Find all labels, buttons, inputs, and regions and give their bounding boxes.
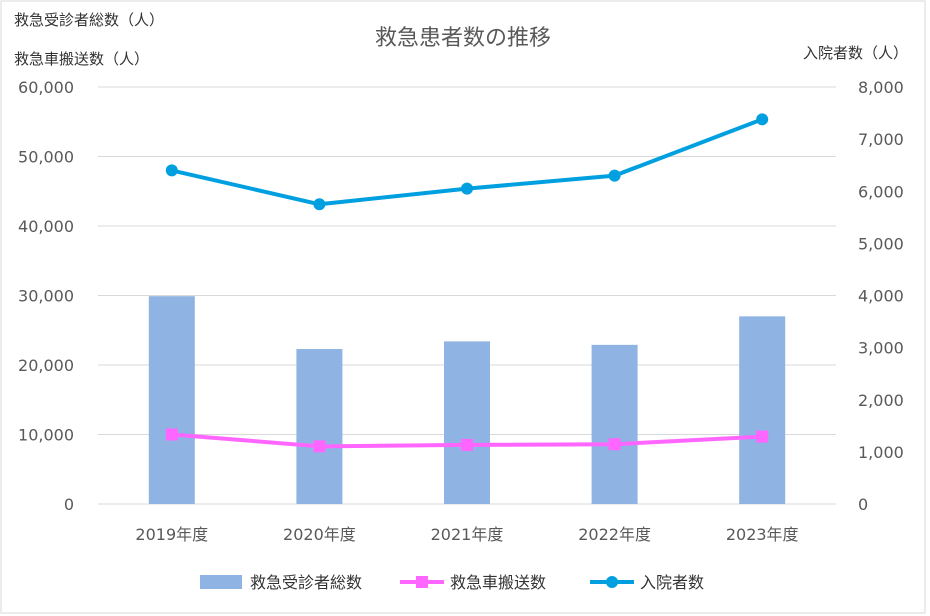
- data-point: [756, 430, 769, 443]
- right-axis-ticks: 0 1,000 2,000 3,000 4,000 5,000 6,000 7,000 8,00…: [858, 78, 904, 514]
- bar: [444, 341, 490, 504]
- right-tick-label: 0: [858, 495, 868, 514]
- bar: [296, 349, 343, 504]
- left-tick-label: 50,000: [18, 148, 74, 167]
- left-axis-ticks: 0 10,000 20,000 30,000 40,000 50,000 60,000: [18, 78, 74, 514]
- left-tick-label: 10,000: [18, 426, 74, 445]
- right-tick-label: 7,000: [858, 130, 904, 149]
- left-tick-label: 60,000: [18, 78, 74, 97]
- right-tick-label: 2,000: [858, 391, 904, 410]
- legend-label: 救急受診者総数: [250, 573, 362, 592]
- data-point: [313, 198, 326, 211]
- data-point: [461, 182, 473, 195]
- category-label: 2020年度: [283, 525, 356, 544]
- bar: [739, 316, 786, 504]
- right-tick-label: 4,000: [858, 287, 904, 306]
- data-point: [608, 438, 621, 451]
- data-point: [461, 438, 473, 451]
- data-point: [313, 440, 326, 453]
- legend-label: 入院者数: [640, 573, 704, 592]
- data-point: [165, 428, 178, 441]
- data-point: [165, 164, 178, 177]
- right-tick-label: 1,000: [858, 443, 904, 462]
- data-point: [608, 169, 621, 182]
- right-tick-label: 8,000: [858, 78, 904, 97]
- legend-swatch: [200, 575, 242, 589]
- data-point: [756, 113, 769, 126]
- right-tick-label: 3,000: [858, 339, 904, 358]
- legend-marker: [606, 576, 618, 588]
- chart-title: 救急患者数の推移: [375, 26, 551, 51]
- bar: [591, 344, 638, 504]
- left-tick-label: 0: [64, 495, 74, 514]
- category-label: 2021年度: [431, 525, 504, 544]
- right-tick-label: 6,000: [858, 182, 904, 201]
- legend-marker: [416, 576, 428, 588]
- bar-series: [148, 296, 786, 504]
- left-tick-label: 20,000: [18, 356, 74, 375]
- category-label: 2023年度: [726, 525, 799, 544]
- left-tick-label: 40,000: [18, 217, 74, 236]
- category-label: 2022年度: [578, 525, 651, 544]
- category-label: 2019年度: [135, 525, 208, 544]
- left-tick-label: 30,000: [18, 287, 74, 306]
- line-series: [165, 113, 769, 453]
- category-labels: 2019年度 2020年度 2021年度 2022年度 2023年度: [135, 525, 798, 544]
- legend: 救急受診者総数 救急車搬送数 入院者数: [200, 573, 704, 592]
- bar: [148, 296, 195, 504]
- legend-label: 救急車搬送数: [450, 573, 546, 592]
- right-axis-title: 入院者数（人）: [803, 44, 908, 62]
- right-tick-label: 5,000: [858, 234, 904, 253]
- left-axis-title-2: 救急車搬送数（人）: [14, 50, 149, 68]
- left-axis-title-1: 救急受診者総数（人）: [14, 11, 164, 29]
